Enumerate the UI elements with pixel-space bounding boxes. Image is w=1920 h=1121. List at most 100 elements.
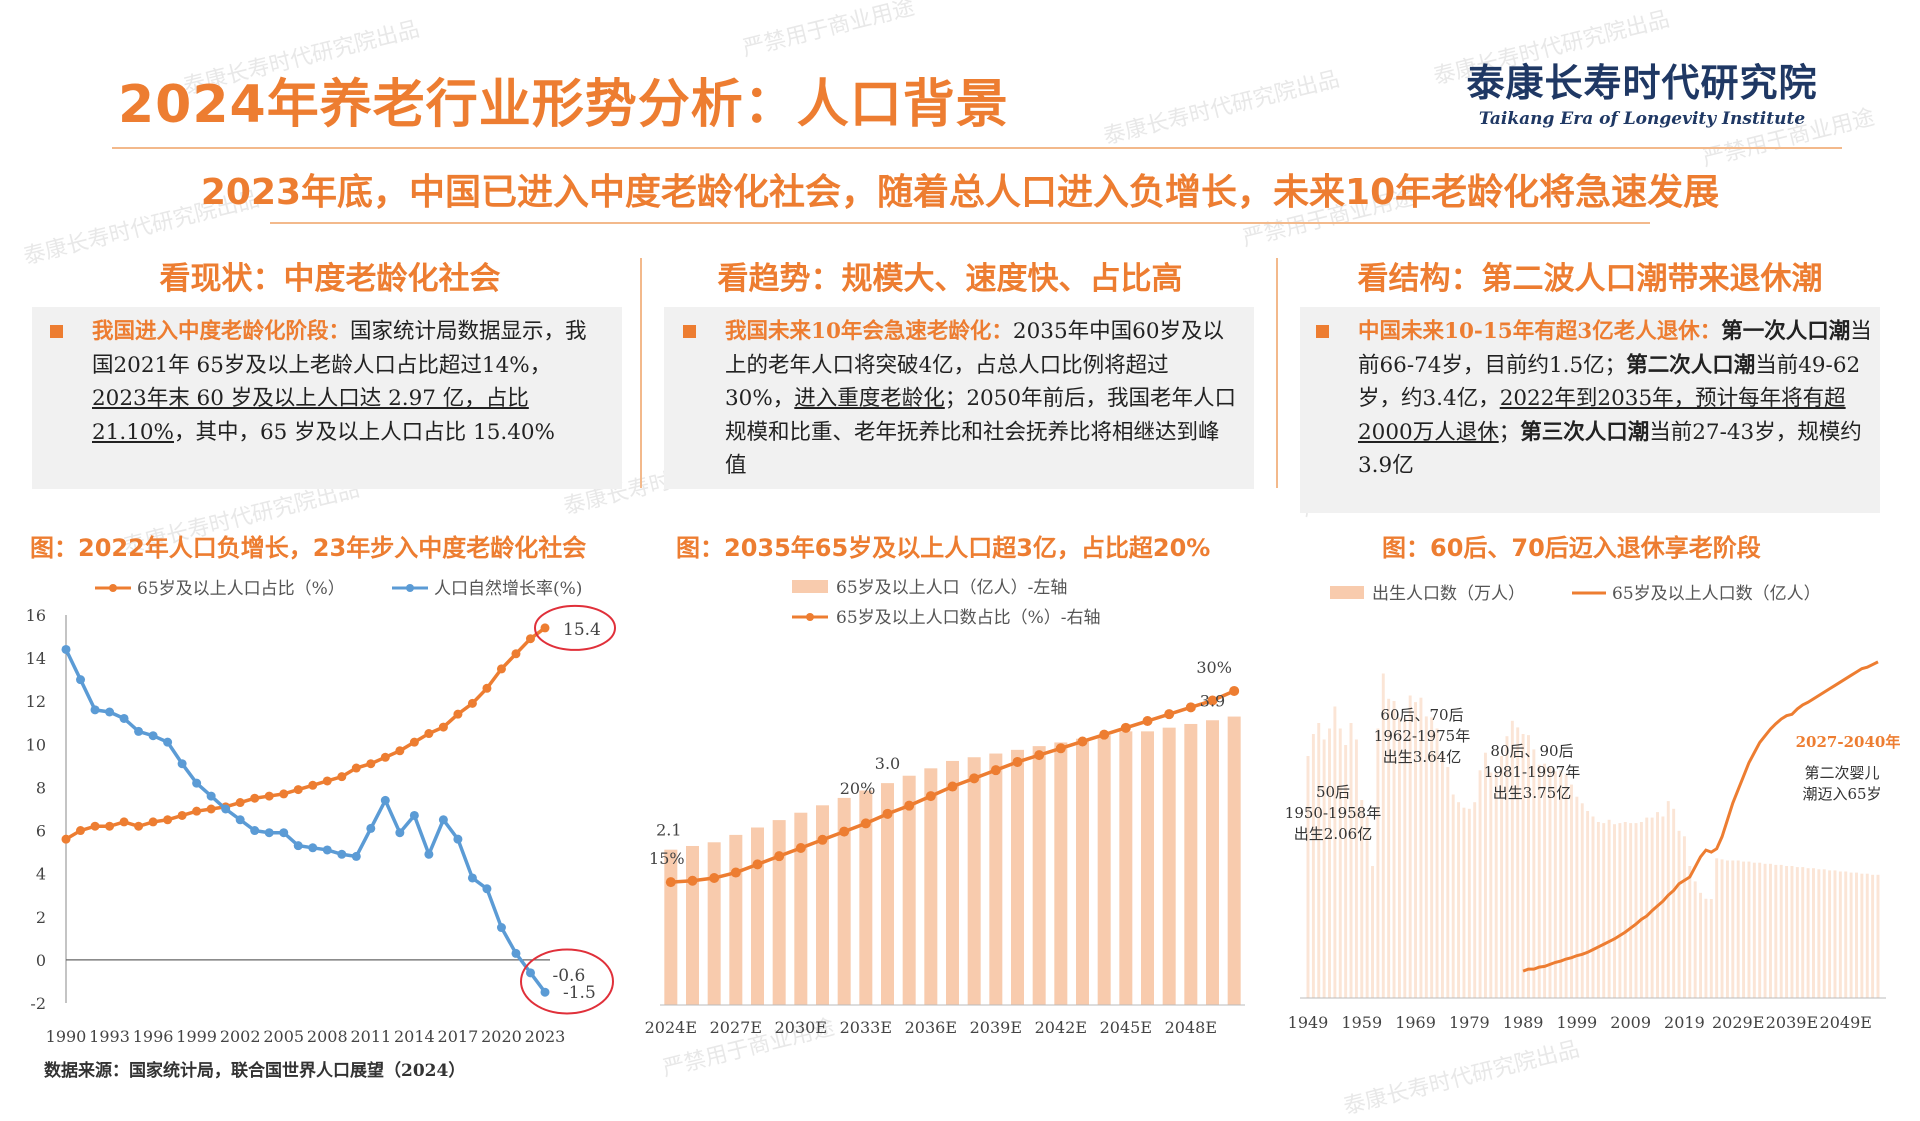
bar	[1613, 824, 1616, 998]
data-point	[337, 849, 347, 859]
data-label: 30%	[1196, 658, 1232, 677]
data-point	[264, 791, 274, 801]
bar	[1580, 803, 1584, 998]
y-tick-label: 16	[26, 606, 46, 625]
bar	[1704, 898, 1708, 998]
bar	[1844, 871, 1848, 998]
paragraph-segment: 2022年到2035年，预计每年将有超2000万人退休	[1358, 386, 1846, 445]
data-point	[424, 849, 434, 859]
y-tick-label: 10	[26, 735, 46, 754]
annotation-label: 出生2.06亿	[1294, 825, 1372, 843]
data-point	[322, 845, 332, 855]
data-point	[119, 817, 129, 827]
bar	[881, 783, 894, 1005]
bar	[1510, 720, 1514, 998]
bar	[1602, 823, 1606, 998]
annotation-label: 1981-1997年	[1484, 763, 1580, 781]
chart-elderly-projection: 65岁及以上人口（亿人）-左轴 65岁及以上人口数占比（%）-右轴 2024E 202…	[645, 578, 1245, 1037]
bar	[1076, 738, 1089, 1005]
bar	[1725, 860, 1729, 998]
bar	[1011, 749, 1024, 1005]
data-point	[438, 815, 448, 825]
bar	[1354, 739, 1358, 998]
annotation-label: 出生3.64亿	[1383, 748, 1461, 766]
data-point	[990, 765, 1001, 776]
bar	[1677, 830, 1681, 998]
paragraph-segment: 第二次人口潮	[1626, 352, 1756, 378]
bar	[1752, 862, 1756, 998]
bar	[1822, 869, 1826, 998]
x-tick-label: 2011	[350, 1027, 391, 1046]
bar	[1618, 823, 1622, 998]
data-point	[134, 726, 144, 736]
bar	[1387, 698, 1391, 998]
legend-label: 出生人口数（万人）	[1372, 584, 1525, 604]
data-point	[163, 737, 173, 747]
x-tick-label: 1996	[133, 1027, 174, 1046]
bar	[967, 757, 981, 1005]
bar	[1483, 752, 1487, 998]
bar	[1403, 718, 1407, 998]
x-tick-label: 2023	[525, 1027, 566, 1046]
bar	[1715, 858, 1719, 998]
bar	[1591, 816, 1595, 998]
data-point	[511, 649, 521, 659]
x-tick-label: 2039E	[970, 1018, 1022, 1037]
chart-birth-retirement: 出生人口数（万人） 65岁及以上人口数（亿人） 1949 1959 1969 1979 19…	[1285, 584, 1901, 1032]
data-label: 2.1	[656, 821, 681, 840]
data-point	[496, 923, 506, 933]
bar	[1430, 717, 1434, 998]
paragraph-trend: 我国未来10年会急速老龄化：2035年中国60岁及以上的老年人口将突破4亿，占总…	[725, 315, 1237, 483]
watermark: 泰康长寿时代研究院出品	[1101, 67, 1343, 150]
data-point	[177, 810, 187, 820]
bar	[1666, 801, 1670, 998]
data-point	[293, 841, 303, 851]
bar	[946, 760, 959, 1005]
bar	[1795, 867, 1799, 998]
bar	[1360, 800, 1364, 998]
bar	[1828, 870, 1832, 998]
bar	[1119, 731, 1133, 1005]
data-point	[90, 705, 100, 715]
column-divider	[640, 258, 642, 488]
data-point	[134, 821, 144, 831]
bar	[1731, 860, 1735, 998]
bar	[1596, 822, 1600, 998]
data-point	[105, 707, 115, 717]
logo-name-cn: 泰康长寿时代研究院	[1466, 60, 1818, 105]
bar	[1817, 869, 1821, 998]
legend-label: 65岁及以上人口数（亿人）	[1612, 584, 1821, 604]
bar	[837, 797, 851, 1005]
data-source-note: 数据来源：国家统计局，联合国世界人口展望（2024）	[44, 1061, 466, 1081]
series-line	[64, 648, 547, 994]
data-point	[250, 793, 260, 803]
data-point	[177, 759, 187, 769]
bar	[1559, 770, 1563, 998]
bar	[1548, 767, 1552, 998]
bar	[1801, 867, 1805, 998]
bar	[1790, 866, 1794, 998]
paragraph-segment: 第三次人口潮	[1520, 419, 1650, 445]
bar	[1371, 866, 1374, 998]
bar	[1634, 823, 1638, 998]
bar	[1693, 881, 1697, 998]
data-point	[687, 875, 698, 886]
data-label: -0.6	[552, 966, 585, 986]
bar	[1855, 872, 1858, 998]
data-point	[904, 800, 915, 811]
data-point	[1099, 729, 1110, 740]
bar	[1206, 720, 1219, 1005]
x-tick-label: 2014	[394, 1027, 435, 1046]
figure-title-2: 图：2035年65岁及以上人口超3亿，占比超20%	[676, 534, 1211, 562]
bar	[1661, 816, 1665, 998]
paragraph-segment: 第一次人口潮	[1721, 319, 1851, 344]
bar	[816, 805, 829, 1005]
data-point	[817, 834, 828, 845]
bar	[1532, 749, 1536, 998]
bar	[1537, 764, 1541, 998]
x-tick-label: 2048E	[1165, 1018, 1217, 1037]
bullet-icon	[50, 325, 63, 338]
bar	[1833, 870, 1837, 998]
x-tick-label: 2045E	[1100, 1018, 1152, 1037]
y-tick-label: 0	[36, 951, 46, 970]
